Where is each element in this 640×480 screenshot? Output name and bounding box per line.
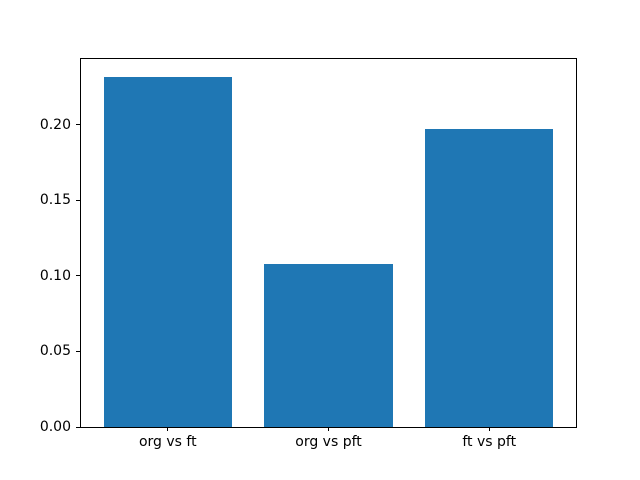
- bar: [424, 129, 554, 427]
- y-tick-mark: [76, 275, 80, 277]
- y-tick-label: 0.05: [39, 343, 71, 360]
- bar: [103, 76, 233, 427]
- y-tick-mark: [76, 350, 80, 352]
- y-tick-label: 0.00: [39, 419, 71, 435]
- y-tick-label: 0.15: [39, 192, 71, 209]
- bar: [264, 263, 393, 427]
- y-tick-mark: [76, 426, 80, 428]
- x-tick-label: ft vs pft: [462, 434, 517, 450]
- x-tick-mark: [328, 427, 329, 431]
- x-tick-mark: [488, 427, 490, 431]
- y-tick-mark: [76, 199, 80, 201]
- x-tick-label: org vs ft: [138, 434, 197, 450]
- x-tick-mark: [167, 427, 169, 431]
- y-tick-mark: [76, 124, 80, 126]
- x-tick-label: org vs pft: [295, 434, 362, 450]
- axes: 0.00 0.05 0.10 0.15 0.20 org vs ft org vs pft f…: [40, 58, 577, 449]
- y-tick-label: 0.10: [39, 267, 71, 284]
- y-tick-label: 0.20: [39, 116, 71, 133]
